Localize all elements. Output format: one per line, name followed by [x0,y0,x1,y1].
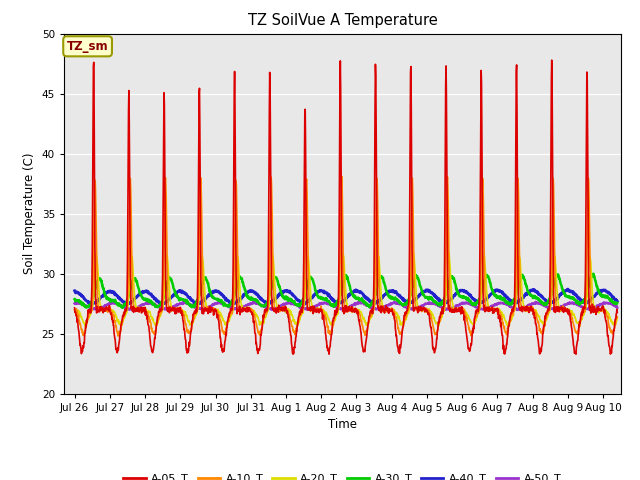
A-30_T [118,305,126,311]
A-10_T [113,327,120,333]
A-20_T [135,307,143,313]
A-50_T [313,302,321,308]
A-20_T [323,309,330,315]
A-50_T [323,300,330,306]
A-20_T [301,289,309,295]
Title: TZ SoilVue A Temperature: TZ SoilVue A Temperature [248,13,437,28]
Line: A-30_T: A-30_T [75,274,617,308]
A-50_T [301,306,309,312]
A-40_T [613,298,621,304]
A-10_T [114,333,122,339]
A-10_T [71,307,79,313]
A-30_T [589,271,597,276]
A-40_T [113,293,121,299]
Y-axis label: Soil Temperature (C): Soil Temperature (C) [23,153,36,275]
A-40_T [88,301,96,307]
A-10_T [323,315,330,321]
A-05_T [613,310,621,315]
A-40_T [135,292,143,298]
A-50_T [113,301,120,307]
A-05_T [312,307,320,312]
A-30_T [323,297,330,303]
A-05_T [548,57,556,63]
A-40_T [71,288,79,294]
A-30_T [613,300,621,306]
A-20_T [613,315,621,321]
A-05_T [572,351,580,357]
A-10_T [613,314,621,320]
Text: TZ_sm: TZ_sm [67,40,108,53]
A-30_T [135,287,143,292]
A-30_T [71,296,79,302]
A-50_T [135,304,143,310]
A-50_T [270,307,278,313]
X-axis label: Time: Time [328,418,357,431]
Legend: A-05_T, A-10_T, A-20_T, A-30_T, A-40_T, A-50_T: A-05_T, A-10_T, A-20_T, A-30_T, A-40_T, … [119,469,566,480]
A-20_T [380,307,388,312]
A-20_T [312,307,320,312]
A-05_T [113,348,120,353]
A-40_T [380,293,388,299]
A-05_T [380,308,387,313]
A-05_T [71,305,79,311]
A-10_T [312,306,320,312]
A-05_T [301,109,308,115]
A-10_T [338,174,346,180]
A-20_T [71,307,79,312]
A-50_T [380,303,388,309]
Line: A-40_T: A-40_T [75,289,617,304]
A-40_T [323,290,330,296]
A-40_T [301,299,309,305]
A-05_T [135,306,143,312]
A-30_T [312,290,320,296]
A-20_T [152,323,160,329]
Line: A-05_T: A-05_T [75,60,617,354]
A-30_T [113,300,120,306]
A-10_T [301,235,309,240]
Line: A-50_T: A-50_T [75,302,617,310]
A-40_T [564,286,572,292]
A-20_T [113,314,120,320]
Line: A-10_T: A-10_T [75,177,617,336]
A-30_T [380,280,388,286]
A-30_T [301,292,309,298]
A-05_T [322,332,330,338]
A-20_T [410,250,417,256]
A-10_T [135,305,143,311]
A-50_T [613,305,621,311]
A-50_T [250,299,258,305]
A-40_T [312,290,320,296]
A-10_T [380,308,388,314]
Line: A-20_T: A-20_T [75,253,617,326]
A-50_T [71,300,79,306]
